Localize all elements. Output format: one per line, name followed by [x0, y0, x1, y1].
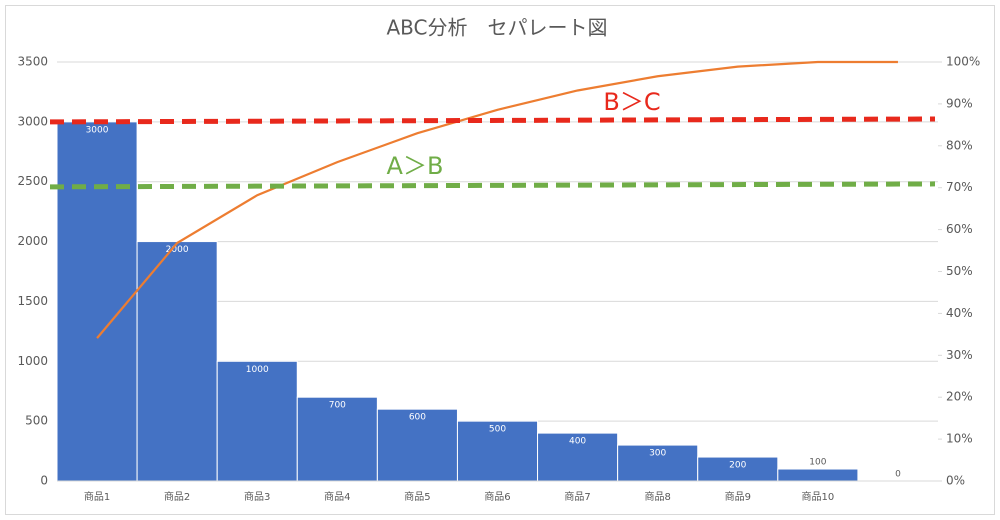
bar [296, 396, 378, 482]
data-label: 600 [409, 413, 426, 423]
y-tick-label: 1000 [17, 354, 48, 368]
x-tick-label: 商品9 [725, 490, 751, 503]
y2-tick-label: 20% [946, 390, 973, 404]
y2-tick-label: 100% [946, 55, 980, 69]
data-label: 500 [489, 425, 506, 435]
y2-tick-label: 90% [946, 96, 973, 110]
cumulative-line [96, 60, 898, 339]
y2-tick-label: 30% [946, 348, 973, 362]
y2-tick-label: 10% [946, 432, 973, 446]
x-tick-label: 商品1 [84, 490, 110, 503]
bar [777, 468, 859, 482]
y2-tick-label: 0% [946, 474, 965, 488]
data-label: 0 [895, 470, 901, 480]
reference-line [49, 116, 936, 125]
bar [216, 360, 298, 482]
y-tick-label: 500 [25, 414, 48, 428]
x-tick-label: 商品5 [404, 490, 430, 503]
reference-label: B＞C [603, 88, 660, 116]
reference-line [49, 181, 936, 190]
y2-tick-label: 60% [946, 222, 973, 236]
reference-label: A＞B [387, 152, 444, 180]
y-tick-label: 2000 [17, 234, 48, 248]
bar [617, 444, 699, 482]
x-tick-label: 商品7 [564, 490, 590, 503]
x-tick-label: 商品8 [644, 490, 670, 503]
y2-tick-label: 50% [946, 264, 973, 278]
y-tick-label: 0 [40, 474, 48, 488]
bar [56, 121, 138, 482]
data-label: 200 [729, 461, 746, 471]
data-label: 100 [809, 458, 826, 468]
y-tick-label: 3000 [17, 114, 48, 128]
x-tick-label: 商品2 [164, 490, 190, 503]
bar [136, 241, 218, 482]
data-label: 300 [649, 449, 666, 459]
y2-tick-label: 70% [946, 180, 973, 194]
y-tick-label: 3500 [17, 55, 48, 69]
x-tick-label: 商品10 [801, 490, 834, 503]
chart-title: ABC分析 セパレート図 [386, 16, 607, 40]
y-tick-label: 1500 [17, 294, 48, 308]
data-label: 3000 [86, 125, 109, 135]
x-tick-label: 商品3 [244, 490, 270, 503]
y2-tick-label: 40% [946, 306, 973, 320]
y-tick-label: 2500 [17, 174, 48, 188]
data-label: 1000 [246, 365, 269, 375]
data-label: 400 [569, 437, 586, 447]
data-label: 2000 [166, 245, 189, 255]
data-label: 700 [329, 401, 346, 411]
x-tick-label: 商品4 [324, 490, 350, 503]
y2-tick-label: 80% [946, 138, 973, 152]
x-tick-label: 商品6 [484, 490, 510, 503]
